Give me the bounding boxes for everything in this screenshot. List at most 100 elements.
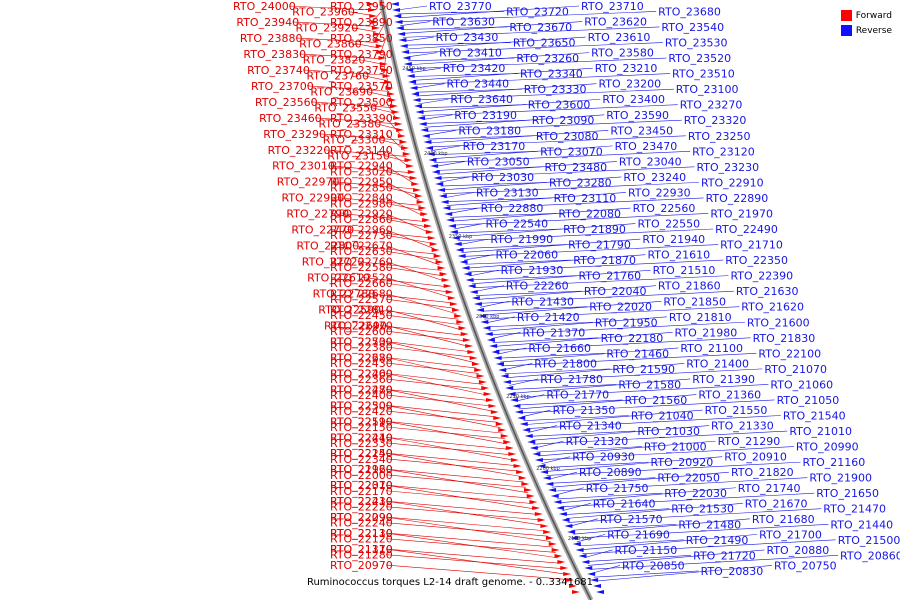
forward-gene-label[interactable]: RTO_21310 bbox=[330, 543, 393, 556]
reverse-gene-label[interactable]: RTO_23210 bbox=[595, 62, 658, 75]
reverse-gene-label[interactable]: RTO_22040 bbox=[584, 285, 647, 298]
reverse-gene-label[interactable]: RTO_21150 bbox=[614, 544, 677, 557]
reverse-gene-label[interactable]: RTO_23170 bbox=[463, 140, 526, 153]
reverse-gene-label[interactable]: RTO_23580 bbox=[591, 47, 654, 60]
forward-gene-label[interactable]: RTO_22220 bbox=[330, 501, 393, 514]
forward-gene-label[interactable]: RTO_22860 bbox=[330, 213, 393, 226]
reverse-gene-label[interactable]: RTO_20920 bbox=[651, 456, 714, 469]
reverse-gene-label[interactable]: RTO_21950 bbox=[595, 316, 658, 329]
forward-gene-label[interactable]: RTO_22150 bbox=[330, 421, 393, 434]
reverse-gene-label[interactable]: RTO_23720 bbox=[506, 5, 569, 18]
reverse-gene-label[interactable]: RTO_21660 bbox=[528, 342, 591, 355]
reverse-gene-label[interactable]: RTO_21460 bbox=[606, 347, 669, 360]
forward-gene-label[interactable]: RTO_22760 bbox=[330, 256, 393, 269]
reverse-gene-label[interactable]: RTO_22350 bbox=[725, 254, 788, 267]
forward-gene-label[interactable]: RTO_22250 bbox=[330, 447, 393, 460]
forward-gene-label[interactable]: RTO_23310 bbox=[330, 128, 393, 141]
forward-gene-label[interactable]: RTO_23020 bbox=[330, 165, 393, 178]
forward-gene-label[interactable]: RTO_21170 bbox=[330, 543, 393, 556]
reverse-gene-label[interactable]: RTO_21480 bbox=[678, 518, 741, 531]
reverse-gene-label[interactable]: RTO_23470 bbox=[615, 140, 678, 153]
reverse-gene-label[interactable]: RTO_23670 bbox=[509, 21, 572, 34]
forward-gene-label[interactable]: RTO_22190 bbox=[330, 415, 393, 428]
forward-gene-label[interactable]: RTO_22950 bbox=[330, 176, 393, 189]
reverse-gene-label[interactable]: RTO_21570 bbox=[600, 513, 663, 526]
reverse-gene-label[interactable]: RTO_23640 bbox=[450, 93, 513, 106]
reverse-gene-label[interactable]: RTO_23620 bbox=[584, 16, 647, 29]
reverse-gene-label[interactable]: RTO_21680 bbox=[752, 513, 815, 526]
reverse-gene-label[interactable]: RTO_23340 bbox=[520, 68, 583, 81]
reverse-gene-label[interactable]: RTO_21420 bbox=[517, 311, 580, 324]
forward-gene-label[interactable]: RTO_23940 bbox=[236, 16, 299, 29]
reverse-gene-label[interactable]: RTO_21700 bbox=[759, 528, 822, 541]
reverse-gene-label[interactable]: RTO_23530 bbox=[665, 37, 728, 50]
reverse-gene-label[interactable]: RTO_21720 bbox=[693, 549, 756, 562]
reverse-gene-label[interactable]: RTO_20830 bbox=[701, 565, 764, 578]
reverse-gene-label[interactable]: RTO_20890 bbox=[579, 466, 642, 479]
reverse-gene-label[interactable]: RTO_23110 bbox=[554, 192, 617, 205]
reverse-gene-label[interactable]: RTO_23070 bbox=[540, 145, 603, 158]
forward-gene-label[interactable]: RTO_22580 bbox=[330, 261, 393, 274]
forward-gene-label[interactable]: RTO_22010 bbox=[330, 479, 393, 492]
reverse-gene-label[interactable]: RTO_21100 bbox=[680, 342, 743, 355]
reverse-gene-label[interactable]: RTO_21560 bbox=[625, 394, 688, 407]
reverse-gene-label[interactable]: RTO_21050 bbox=[777, 394, 840, 407]
forward-gene-label[interactable]: RTO_23560 bbox=[255, 96, 318, 109]
reverse-gene-label[interactable]: RTO_21670 bbox=[745, 497, 808, 510]
forward-gene-label[interactable]: RTO_23890 bbox=[330, 16, 393, 29]
reverse-gene-label[interactable]: RTO_21600 bbox=[747, 316, 810, 329]
reverse-gene-label[interactable]: RTO_21630 bbox=[736, 285, 799, 298]
forward-gene-label[interactable]: RTO_23150 bbox=[327, 149, 390, 162]
reverse-gene-label[interactable]: RTO_21510 bbox=[653, 264, 716, 277]
reverse-gene-label[interactable]: RTO_21590 bbox=[612, 363, 675, 376]
reverse-gene-label[interactable]: RTO_22890 bbox=[706, 192, 769, 205]
reverse-gene-label[interactable]: RTO_23200 bbox=[598, 78, 661, 91]
reverse-gene-label[interactable]: RTO_21760 bbox=[578, 270, 641, 283]
reverse-gene-label[interactable]: RTO_23030 bbox=[471, 171, 534, 184]
forward-gene-label[interactable]: RTO_22090 bbox=[330, 511, 393, 524]
forward-gene-label[interactable]: RTO_23740 bbox=[247, 64, 310, 77]
forward-gene-label[interactable]: RTO_22420 bbox=[330, 405, 393, 418]
forward-gene-label[interactable]: RTO_22530 bbox=[330, 335, 393, 348]
forward-gene-label[interactable]: RTO_22720 bbox=[302, 256, 365, 269]
reverse-gene-label[interactable]: RTO_22060 bbox=[495, 249, 558, 262]
reverse-gene-label[interactable]: RTO_21830 bbox=[753, 332, 816, 345]
reverse-gene-label[interactable]: RTO_23540 bbox=[661, 21, 724, 34]
reverse-gene-label[interactable]: RTO_23450 bbox=[610, 124, 673, 137]
reverse-gene-label[interactable]: RTO_21710 bbox=[720, 239, 783, 252]
reverse-gene-label[interactable]: RTO_21620 bbox=[741, 301, 804, 314]
reverse-gene-label[interactable]: RTO_20850 bbox=[622, 559, 685, 572]
forward-gene-label[interactable]: RTO_23570 bbox=[330, 80, 393, 93]
gene-labels[interactable]: RTO_24000RTO_23960RTO_23950RTO_23940RTO_… bbox=[233, 0, 900, 578]
reverse-gene-label[interactable]: RTO_21540 bbox=[783, 409, 846, 422]
forward-gene-label[interactable]: RTO_22700 bbox=[330, 335, 393, 348]
reverse-gene-label[interactable]: RTO_22030 bbox=[664, 487, 727, 500]
reverse-gene-label[interactable]: RTO_22080 bbox=[558, 207, 621, 220]
reverse-gene-label[interactable]: RTO_23400 bbox=[602, 93, 665, 106]
reverse-gene-label[interactable]: RTO_23260 bbox=[516, 52, 579, 65]
forward-gene-label[interactable]: RTO_23690 bbox=[310, 85, 373, 98]
forward-gene-label[interactable]: RTO_22470 bbox=[330, 319, 393, 332]
forward-gene-label[interactable]: RTO_22200 bbox=[330, 367, 393, 380]
forward-gene-label[interactable]: RTO_23220 bbox=[268, 144, 331, 157]
reverse-gene-label[interactable]: RTO_22260 bbox=[506, 280, 569, 293]
reverse-gene-label[interactable]: RTO_21850 bbox=[663, 295, 726, 308]
reverse-gene-label[interactable]: RTO_23480 bbox=[544, 161, 607, 174]
reverse-gene-label[interactable]: RTO_20750 bbox=[774, 559, 837, 572]
reverse-gene-label[interactable]: RTO_23420 bbox=[443, 62, 506, 75]
forward-gene-label[interactable]: RTO_22270 bbox=[330, 383, 393, 396]
reverse-gene-label[interactable]: RTO_22100 bbox=[758, 347, 821, 360]
reverse-gene-label[interactable]: RTO_21160 bbox=[803, 456, 866, 469]
reverse-gene-label[interactable]: RTO_23650 bbox=[513, 37, 576, 50]
forward-gene-label[interactable]: RTO_22440 bbox=[330, 431, 393, 444]
forward-gene-label[interactable]: RTO_23700 bbox=[251, 80, 314, 93]
forward-gene-label[interactable]: RTO_22460 bbox=[330, 367, 393, 380]
reverse-gene-label[interactable]: RTO_21350 bbox=[553, 404, 616, 417]
forward-gene-label[interactable]: RTO_22800 bbox=[296, 240, 359, 253]
forward-gene-label[interactable]: RTO_23860 bbox=[299, 38, 362, 51]
reverse-gene-label[interactable]: RTO_21870 bbox=[573, 254, 636, 267]
reverse-gene-label[interactable]: RTO_23240 bbox=[623, 171, 686, 184]
reverse-gene-label[interactable]: RTO_21470 bbox=[823, 503, 886, 516]
reverse-gene-label[interactable]: RTO_21370 bbox=[523, 326, 586, 339]
forward-gene-label[interactable]: RTO_22840 bbox=[330, 192, 393, 205]
